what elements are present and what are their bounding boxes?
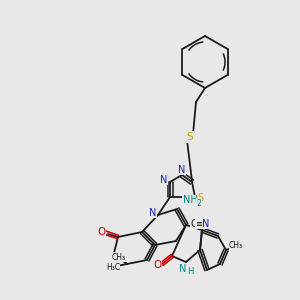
Text: N: N [178,165,186,175]
Text: N: N [160,175,168,185]
Text: N: N [179,264,187,274]
Text: CH₃: CH₃ [112,253,126,262]
Text: CH₃: CH₃ [229,242,243,250]
Text: O: O [153,260,161,270]
Text: O: O [97,227,105,237]
Text: N: N [202,219,210,229]
Text: N: N [149,208,157,218]
Text: ≡: ≡ [196,219,204,229]
Text: 2: 2 [196,199,201,208]
Text: S: S [197,193,203,203]
Text: NH: NH [183,195,197,205]
Text: H₃C: H₃C [106,263,120,272]
Text: C: C [190,219,197,229]
Text: S: S [187,132,193,142]
Text: H: H [187,268,193,277]
